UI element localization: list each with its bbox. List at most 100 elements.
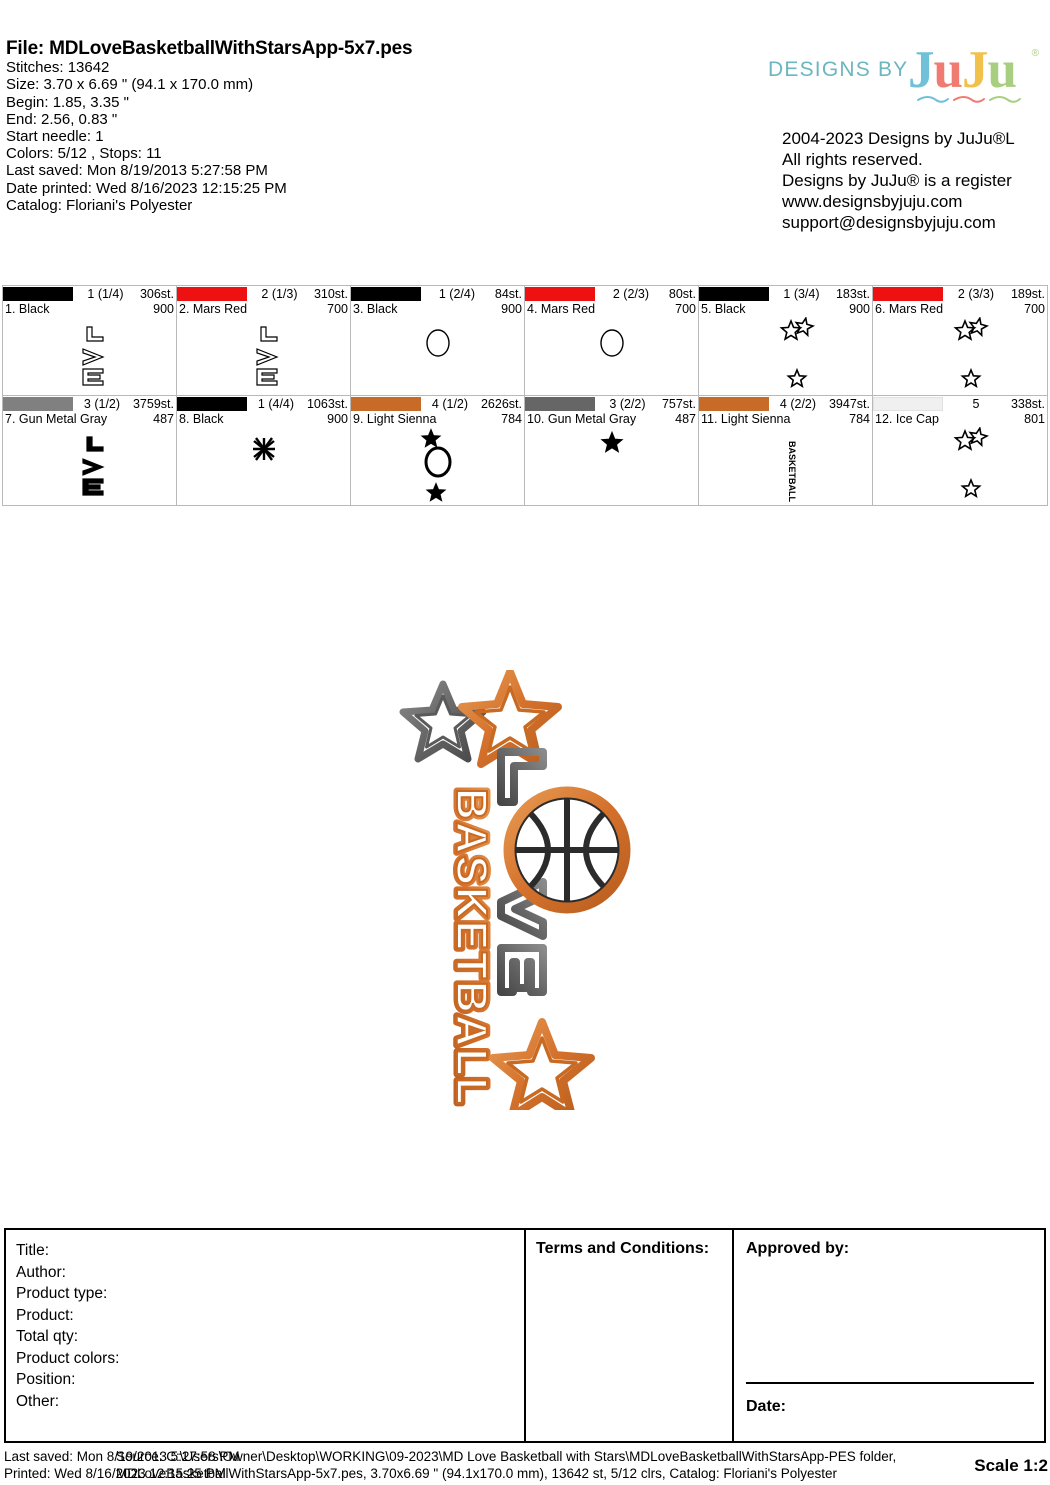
star-gray-upper-left: [399, 680, 487, 763]
thread-color-name: 6. Mars Red: [875, 302, 944, 316]
date-label[interactable]: Date:: [746, 1398, 787, 1415]
thread-color-swatch: [873, 286, 943, 301]
star-orange-top: [458, 670, 562, 768]
star-orange-bottom: [489, 1018, 595, 1110]
color-block-cell[interactable]: 5 338st. 12. Ice Cap 801: [873, 395, 1047, 505]
color-block-subheader: 3. Black 900: [351, 301, 524, 317]
thread-color-name: 7. Gun Metal Gray: [5, 412, 108, 426]
color-block-cell[interactable]: 3 (1/2) 3759st. 7. Gun Metal Gray 487: [3, 395, 177, 505]
color-block-header: 4 (1/2) 2626st.: [351, 396, 524, 411]
registered-trademark-icon: ®: [1031, 48, 1039, 59]
copyright-line-rights: All rights reserved.: [782, 150, 923, 169]
color-block-subheader: 11. Light Sienna 784: [699, 411, 872, 427]
thread-code: 784: [501, 412, 522, 426]
color-block-thumbnail: [525, 427, 698, 505]
svg-text:BASKETBALL: BASKETBALL: [787, 441, 797, 502]
color-block-header: 4 (2/2) 3947st.: [699, 396, 872, 411]
form-field-product-colors[interactable]: Product colors:: [16, 1349, 120, 1367]
color-block-cell[interactable]: 2 (2/3) 80st. 4. Mars Red 700: [525, 286, 699, 395]
color-block-thumbnail: [873, 427, 1047, 505]
color-block-cell[interactable]: 1 (3/4) 183st. 5. Black 900: [699, 286, 873, 395]
form-field-total-qty[interactable]: Total qty:: [16, 1328, 79, 1345]
footer-details-line: MDLoveBasketballWithStarsApp-5x7.pes, 3.…: [116, 1466, 837, 1481]
color-block-header: 1 (3/4) 183st.: [699, 286, 872, 301]
logo-flourish-icon: [917, 96, 1021, 103]
thread-color-swatch: [699, 396, 769, 411]
approved-by-column: Approved by: Date:: [734, 1230, 1044, 1441]
needle-sequence-label: 2 (1/3): [261, 286, 298, 301]
thread-color-swatch: [3, 396, 73, 411]
color-block-header: 1 (4/4) 1063st.: [177, 396, 350, 411]
color-block-header: 2 (2/3) 80st.: [525, 286, 698, 301]
form-fields-column: Title: Author: Product type: Product: To…: [6, 1230, 526, 1441]
thread-code: 700: [1024, 302, 1045, 316]
color-block-subheader: 5. Black 900: [699, 301, 872, 317]
logo-letter-j2: J: [961, 41, 988, 99]
color-block-row-1: 1 (1/4) 306st. 1. Black 900 2 (1/3) 310st. 2. …: [3, 286, 1047, 395]
color-block-header: 1 (1/4) 306st.: [3, 286, 176, 301]
thread-color-name: 8. Black: [179, 412, 224, 426]
footer-last-saved: Last saved: Mon 8/19/2013 5:27:58 PM: [4, 1449, 240, 1464]
thread-color-name: 3. Black: [353, 302, 398, 316]
color-block-cell[interactable]: 2 (3/3) 189st. 6. Mars Red 700: [873, 286, 1047, 395]
color-block-subheader: 1. Black 900: [3, 301, 176, 317]
color-block-cell[interactable]: 3 (2/2) 757st. 10. Gun Metal Gray 487: [525, 395, 699, 505]
color-block-cell[interactable]: 1 (2/4) 84st. 3. Black 900: [351, 286, 525, 395]
info-end: End: 2.56, 0.83 ": [6, 110, 118, 128]
thread-color-swatch: [699, 286, 769, 301]
copyright-line-years: 2004-2023 Designs by JuJu®L: [782, 129, 1015, 148]
needle-sequence-label: 3 (2/2): [609, 396, 646, 411]
color-block-subheader: 12. Ice Cap 801: [873, 411, 1047, 427]
thread-color-name: 2. Mars Red: [179, 302, 248, 316]
color-block-cell[interactable]: 1 (4/4) 1063st. 8. Black 900: [177, 395, 351, 505]
thread-color-swatch: [525, 396, 595, 411]
thread-color-swatch: [177, 396, 247, 411]
stitch-count-label: 338st.: [1010, 396, 1045, 411]
form-field-position[interactable]: Position:: [16, 1371, 76, 1388]
thread-color-swatch: [177, 286, 247, 301]
stitch-count-label: 3947st.: [828, 396, 870, 411]
thread-color-swatch: [873, 396, 943, 411]
svg-text:BASKETBALL: BASKETBALL: [447, 788, 496, 1106]
stitch-count-label: 2626st.: [480, 396, 522, 411]
color-block-thumbnail: BASKETBALL: [699, 427, 872, 505]
basketball-icon: [503, 786, 631, 914]
copyright-line-trademark: Designs by JuJu® is a register: [782, 171, 1012, 190]
love-word-gray: [497, 748, 547, 996]
color-block-thumbnail: [351, 427, 524, 505]
needle-sequence-label: 5: [972, 396, 980, 411]
form-field-title[interactable]: Title:: [16, 1242, 50, 1259]
color-block-cell[interactable]: 2 (1/3) 310st. 2. Mars Red 700: [177, 286, 351, 395]
needle-sequence-label: 2 (3/3): [957, 286, 995, 301]
form-field-author[interactable]: Author:: [16, 1263, 66, 1281]
form-field-product[interactable]: Product:: [16, 1306, 74, 1324]
stitch-count-label: 183st.: [835, 286, 870, 301]
needle-sequence-label: 1 (3/4): [783, 286, 820, 301]
color-block-thumbnail: [177, 317, 350, 395]
color-block-thumbnail: [177, 427, 350, 505]
color-block-cell[interactable]: 4 (2/2) 3947st. 11. Light Sienna 784 BASKETB…: [699, 395, 873, 505]
logo-juju-wordmark: JuJu: [908, 41, 1017, 99]
color-block-subheader: 9. Light Sienna 784: [351, 411, 524, 427]
color-block-cell[interactable]: 4 (1/2) 2626st. 9. Light Sienna 784: [351, 395, 525, 505]
thread-code: 700: [675, 302, 696, 316]
stitch-count-label: 3759st.: [132, 396, 174, 411]
thread-color-name: 12. Ice Cap: [875, 412, 939, 426]
form-field-product-type[interactable]: Product type:: [16, 1285, 108, 1302]
form-field-other[interactable]: Other:: [16, 1392, 60, 1410]
thread-color-name: 5. Black: [701, 302, 746, 316]
copyright-line-website: www.designsbyjuju.com: [782, 192, 963, 211]
needle-sequence-label: 1 (1/4): [87, 286, 124, 301]
color-block-header: 3 (1/2) 3759st.: [3, 396, 176, 411]
info-start-needle: Start needle: 1: [6, 128, 104, 146]
color-block-thumbnail: [873, 317, 1047, 395]
color-block-thumbnail: [699, 317, 872, 395]
color-block-cell[interactable]: 1 (1/4) 306st. 1. Black 900: [3, 286, 177, 395]
scale-label: Scale 1:2: [974, 1456, 1048, 1475]
embroidery-design-artwork: BASKETBALL BASKETBALL: [399, 670, 631, 1110]
signature-line[interactable]: [746, 1382, 1034, 1384]
color-block-subheader: 10. Gun Metal Gray 487: [525, 411, 698, 427]
stitch-count-label: 757st.: [661, 396, 696, 411]
copyright-block: 2004-2023 Designs by JuJu®L All rights r…: [782, 128, 1050, 233]
thread-color-name: 4. Mars Red: [527, 302, 596, 316]
